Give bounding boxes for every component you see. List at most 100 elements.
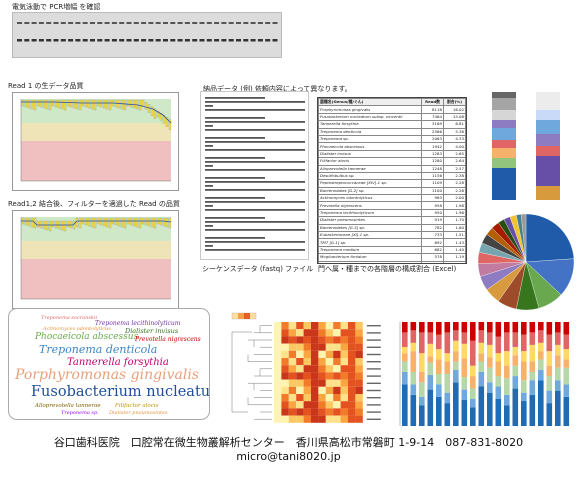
stack-segment: [546, 390, 553, 404]
quality-box: [117, 217, 121, 227]
stack-segment: [512, 332, 519, 347]
stack-segment: [512, 346, 519, 356]
quality-box: [150, 217, 154, 228]
taxa-name-cell: Eubacteriaceae [XI]-1 sp.: [318, 231, 423, 240]
heatmap-cell: [355, 394, 363, 402]
stack-segment: [546, 334, 553, 352]
taxa-row: Treponema lecithinolyticum 950 1.96: [318, 208, 466, 218]
stack-segment: [529, 394, 536, 426]
wc-word: Treponema socranskii: [41, 315, 98, 321]
quality-box: [129, 99, 133, 108]
taxa-name-cell: Filifactor alocis: [318, 157, 423, 166]
stack-segment: [444, 392, 451, 404]
taxa-reads-cell: 950: [421, 208, 444, 218]
taxa-name-cell: Phocaeicola abscessus: [318, 142, 423, 151]
heatmap-cell: [296, 386, 304, 394]
gel-band: [170, 39, 176, 42]
taxa-name-cell: Prevotella sp.: [318, 260, 423, 263]
heatmap-cell: [340, 379, 348, 387]
wc-word: Fusobacterium nucleatum: [31, 384, 210, 400]
gel-band: [82, 39, 88, 42]
quality-box: [129, 217, 133, 226]
heatmap-cell: [325, 343, 334, 351]
stack-segment: [495, 361, 502, 377]
heatmap-cell: [355, 372, 363, 380]
heatmap-cell: [288, 394, 297, 402]
taxa-row: TM7 [G-1] sp. 692 1.43: [318, 238, 466, 247]
taxa-name-cell: Fusobacterium nucleatum subsp. vincentii: [318, 112, 423, 122]
gel-band: [163, 39, 168, 42]
taxa-pct-cell: 2.57: [442, 164, 466, 173]
quality-box: [162, 217, 166, 227]
quality-box: [123, 217, 127, 229]
stack-segment: [555, 380, 561, 391]
quality-box: [51, 99, 55, 107]
quality-box: [159, 113, 163, 121]
gel-band: [148, 22, 154, 24]
stack-segment: [495, 322, 502, 337]
fastq-line: [205, 201, 305, 203]
heatmap-cell: [296, 350, 304, 358]
composition-stacked-svg: [492, 92, 560, 200]
heatmap-cell: [333, 415, 341, 423]
fastq-line: [205, 137, 265, 139]
quality-box: [162, 115, 166, 124]
stack-segment: [555, 390, 561, 426]
stack-segment: [495, 376, 502, 387]
heatmap-cell: [274, 386, 282, 394]
heatmap-cell: [288, 386, 297, 394]
stack-segment: [410, 330, 417, 343]
heatmap-cell: [303, 365, 311, 373]
taxa-name-cell: Bacteroidetes [G-3] sp.: [318, 223, 423, 233]
heatmap-cell: [340, 336, 348, 344]
stack-segment: [402, 346, 408, 354]
taxa-pct-cell: 1.96: [442, 208, 466, 218]
table-caption: 門へ属・種までの各階層の構成割合 (Excel): [318, 265, 457, 273]
stack-segment: [504, 378, 510, 395]
gel-band: [46, 22, 52, 24]
heatmap-cell: [296, 379, 304, 387]
taxa-row: Actinomyces odontolyticus 963 2.00: [318, 194, 466, 203]
taxa-name-cell: Desulfobulbus sp.: [318, 171, 423, 181]
stack-segment: [546, 403, 553, 426]
taxa-name-cell: Bacteroidales [G-2] sp.: [318, 186, 423, 196]
stack-segment: [444, 332, 451, 354]
stack-segment: [487, 382, 493, 393]
quality-box: [144, 102, 148, 110]
heatmap-cell: [303, 322, 311, 330]
gel-band: [24, 39, 30, 42]
taxa-pct-cell: 1.51: [442, 231, 466, 240]
taxa-row: Fusobacterium nucleatum subsp. vincentii…: [318, 112, 466, 122]
taxa-pct-cell: 16.02: [442, 105, 466, 114]
heatmap-cell: [333, 394, 341, 402]
heatmap-cell: [288, 379, 297, 387]
stack-segment: [470, 376, 476, 389]
fastq-line: [205, 229, 305, 231]
quality-box: [165, 117, 169, 127]
taxa-name-cell: Treponema sp.: [318, 134, 423, 144]
stack-segment: [512, 365, 519, 377]
fastq-line: [205, 197, 265, 199]
heatmap-cell: [325, 386, 334, 394]
quality-box: [66, 99, 70, 107]
heatmap-cell: [288, 415, 297, 423]
taxa-row: Phocaeicola abscessus 1942 4.00: [318, 142, 466, 151]
gel-band: [53, 39, 59, 42]
quality-box: [57, 99, 61, 109]
gel-band: [148, 39, 154, 42]
stack-segment: [521, 322, 527, 335]
heatmap-cell: [318, 358, 326, 366]
fastq-line: [205, 117, 265, 119]
taxa-name-cell: Prevotella nigrescens: [318, 201, 423, 210]
gel-band: [126, 22, 132, 24]
read1-caption: Read 1 の生データ品質: [8, 82, 84, 90]
gel-band: [163, 22, 168, 24]
stack-segment: [436, 349, 442, 360]
gel-band: [243, 22, 249, 24]
quality-box: [66, 220, 70, 228]
taxa-row: Prevotella nigrescens 958 1.98: [318, 201, 466, 210]
stack-column-2: [536, 92, 560, 200]
taxa-reads-cell: 1280: [421, 157, 444, 166]
wc-word: Phocaeicola abscessus: [35, 332, 139, 342]
heatmap-cell: [325, 336, 334, 344]
